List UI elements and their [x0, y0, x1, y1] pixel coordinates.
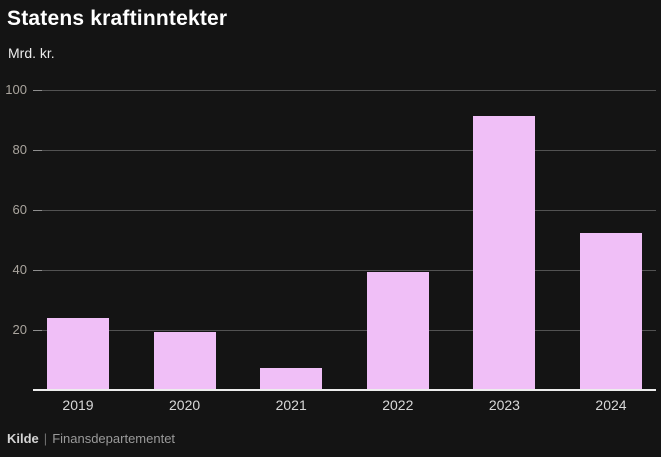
y-gridline: [33, 149, 656, 151]
x-axis-baseline: [33, 389, 656, 391]
x-axis-label: 2024: [595, 397, 627, 413]
source-name: Finansdepartementet: [52, 431, 176, 446]
y-gridline: [33, 269, 656, 271]
bar-2024: [580, 232, 642, 390]
source-footer: Kilde | Finansdepartementet: [7, 431, 175, 446]
x-axis-label: 2022: [382, 397, 414, 413]
source-label: Kilde: [7, 431, 39, 446]
y-axis-label: 40: [12, 262, 27, 277]
bar-chart-plot-area: 20 40 60 80 100 2019 2020 2021 2022 2023 2024: [5, 82, 656, 413]
y-axis-label: 80: [12, 142, 27, 157]
y-axis-tick: [33, 89, 42, 91]
x-axis-label: 2021: [275, 397, 307, 413]
bar-2022: [366, 271, 429, 390]
chart-unit-subtitle: Mrd. kr.: [8, 45, 55, 61]
y-axis-tick: [33, 149, 42, 151]
y-gridline: [33, 329, 656, 331]
y-axis-tick: [33, 329, 42, 331]
bar-2021: [260, 367, 323, 390]
bar-2019: [47, 318, 109, 390]
x-axis-label: 2023: [488, 397, 520, 413]
chart-title: Statens kraftinntekter: [7, 7, 228, 30]
y-axis-label: 100: [5, 82, 27, 97]
y-gridline: [33, 89, 656, 91]
y-gridline: [33, 209, 656, 211]
y-axis-label: 20: [12, 322, 27, 337]
y-axis-tick: [33, 269, 42, 271]
x-axis-label: 2019: [62, 397, 94, 413]
source-separator: |: [43, 431, 48, 446]
bar-2020: [153, 331, 216, 390]
y-axis-label: 60: [12, 202, 27, 217]
bar-2023: [473, 115, 536, 390]
y-axis-tick: [33, 209, 42, 211]
x-axis-label: 2020: [169, 397, 201, 413]
